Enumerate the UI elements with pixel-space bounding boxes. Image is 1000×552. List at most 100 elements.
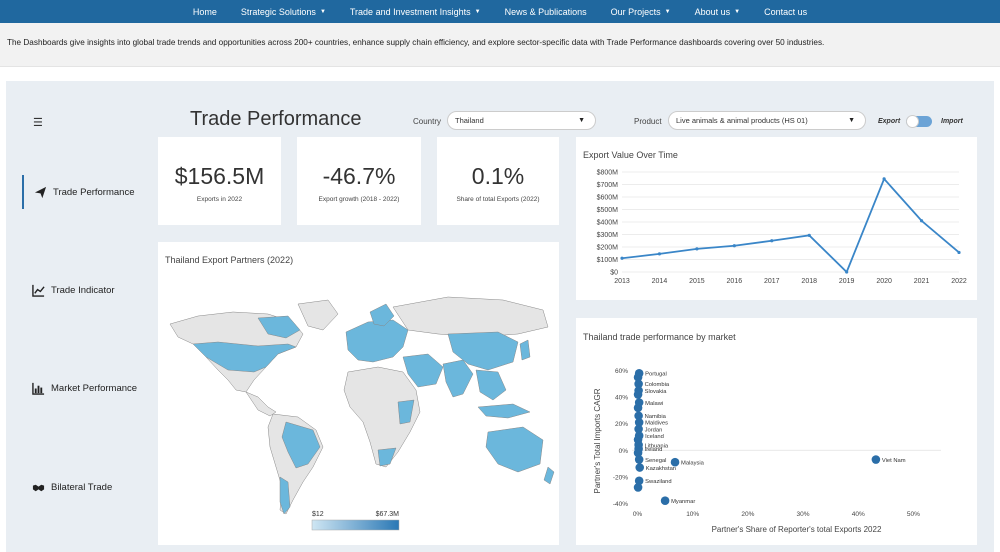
y-tick-label: -40%: [613, 501, 628, 508]
data-point: [695, 247, 699, 251]
trade-performance-by-market-card: Thailand trade performance by market -40…: [576, 318, 977, 545]
point-label: Colombia: [645, 382, 670, 388]
country-select-value: Thailand: [455, 116, 484, 125]
top-navigation: Home Strategic Solutions ▼ Trade and Invest…: [0, 0, 1000, 23]
sidebar-item-market-performance[interactable]: Market Performance: [22, 371, 137, 405]
map-region-canada-east: [257, 315, 301, 339]
sidebar-item-bilateral-trade[interactable]: Bilateral Trade: [22, 470, 112, 504]
export-import-toggle[interactable]: [906, 115, 932, 128]
scatter-point: [670, 457, 680, 467]
map-region-greenland: [297, 299, 339, 331]
trade-performance-scatter-chart[interactable]: -40% -20% 0% 20% 40% 60% 0% 10% 20% 30% 40% 50% Part…: [576, 318, 977, 545]
hamburger-menu-icon[interactable]: ☰: [33, 117, 43, 129]
toggle-knob: [906, 115, 919, 128]
point-label: Ireland: [645, 447, 663, 453]
point-label: Maldives: [645, 421, 668, 427]
map-region-middle-east: [402, 353, 444, 388]
nav-item-about-us[interactable]: About us ▼: [683, 7, 752, 17]
y-tick-label: $300M: [597, 232, 619, 239]
point-label: Kazakhstan: [646, 466, 676, 472]
sidebar-item-label: Bilateral Trade: [51, 481, 113, 493]
x-tick-label: 2014: [652, 278, 668, 285]
x-tick-label: 2018: [801, 278, 817, 285]
x-tick-label: 2016: [727, 278, 743, 285]
scatter-point: [634, 424, 643, 434]
scatter-point: [633, 390, 643, 399]
intro-text: The Dashboards give insights into global…: [0, 23, 1000, 67]
export-value-line-chart[interactable]: $0 $100M $200M $300M $400M $500M $600M $700M $80…: [576, 137, 977, 300]
point-label: Swaziland: [645, 479, 671, 485]
nav-item-home[interactable]: Home: [181, 7, 229, 17]
kpi-label: Export growth (2018 - 2022): [318, 196, 400, 203]
map-region-new-zealand: [543, 466, 555, 485]
x-tick-label: 0%: [633, 511, 643, 518]
scatter-point: [634, 476, 644, 486]
data-point: [919, 219, 924, 223]
sidebar-item-trade-performance[interactable]: Trade Performance: [22, 175, 135, 209]
y-tick-label: $400M: [597, 220, 619, 227]
product-label: Product: [634, 117, 662, 126]
scatter-point: [633, 403, 643, 413]
map-region-brazil: [281, 421, 321, 469]
paper-plane-icon: [34, 186, 47, 198]
scatter-point: [633, 483, 643, 492]
sidebar-item-label: Market Performance: [51, 382, 138, 394]
data-point: [620, 256, 624, 260]
product-select[interactable]: Live animals & animal products (HS 01) ▼: [668, 111, 866, 130]
scatter-point: [634, 418, 644, 427]
map-region-europe: [345, 319, 409, 363]
map-region-southeast-asia: [475, 369, 507, 401]
chevron-down-icon: ▼: [734, 8, 741, 15]
data-point: [845, 270, 849, 274]
y-tick-label: -20%: [613, 474, 628, 481]
map-region-china: [447, 331, 519, 371]
nav-item-strategic-solutions[interactable]: Strategic Solutions ▼: [229, 7, 338, 17]
country-label: Country: [413, 117, 442, 126]
country-select[interactable]: Thailand ▼: [447, 111, 596, 130]
map-region-south-africa: [377, 447, 397, 467]
data-point: [882, 177, 886, 181]
sidebar-item-trade-indicator[interactable]: Trade Indicator: [22, 273, 115, 307]
export-toggle-label: Export: [878, 118, 901, 125]
y-tick-label: 40%: [615, 395, 628, 402]
y-tick-label: $600M: [597, 195, 619, 202]
map-legend-bar: [311, 519, 400, 531]
scatter-point: [633, 372, 643, 382]
x-axis-label: Partner's Share of Reporter's total Expo…: [712, 525, 882, 534]
point-label: Namibia: [645, 414, 667, 420]
x-tick-label: 20%: [741, 511, 754, 518]
world-map[interactable]: $12 $67.3M: [158, 242, 559, 545]
nav-item-contact-us[interactable]: Contact us: [752, 7, 819, 17]
kpi-label: Exports in 2022: [196, 196, 243, 203]
nav-item-trade-and-investment-insights[interactable]: Trade and Investment Insights ▼: [338, 7, 493, 17]
scatter-point: [634, 455, 644, 464]
nav-item-label: Home: [192, 6, 217, 17]
point-label: Portugal: [645, 372, 667, 378]
nav-item-label: Trade and Investment Insights: [349, 6, 471, 17]
data-point: [770, 239, 774, 243]
series-line: [621, 177, 960, 274]
map-region-usa: [192, 341, 297, 373]
kpi-value: $156.5M: [174, 163, 265, 189]
y-tick-label: $0: [610, 270, 618, 277]
product-select-value: Live animals & animal products (HS 01): [676, 116, 808, 125]
nav-item-label: News & Publications: [504, 6, 587, 17]
scatter-point: [634, 379, 643, 389]
nav-item-news-publications[interactable]: News & Publications: [493, 7, 599, 17]
nav-item-our-projects[interactable]: Our Projects ▼: [599, 7, 683, 17]
map-legend-max: $67.3M: [376, 511, 400, 518]
kpi-exports-card: $156.5M Exports in 2022: [158, 137, 281, 225]
dropdown-arrow-icon: ▼: [848, 117, 855, 124]
point-label: Lithuania: [645, 443, 669, 449]
map-region-chile: [279, 476, 291, 515]
map-title: Thailand Export Partners (2022): [165, 255, 294, 265]
export-value-chart-card: Export Value Over Time $0 $100M $200M $300M…: [576, 137, 977, 300]
bar-chart-icon: [32, 382, 45, 395]
handshake-icon: [32, 484, 45, 491]
point-label: Jordan: [645, 427, 663, 433]
nav-item-label: Strategic Solutions: [240, 6, 316, 17]
sidebar-item-label: Trade Indicator: [51, 284, 115, 296]
kpi-value: -46.7%: [322, 163, 396, 189]
data-point: [732, 244, 736, 248]
x-tick-label: 30%: [797, 511, 810, 518]
